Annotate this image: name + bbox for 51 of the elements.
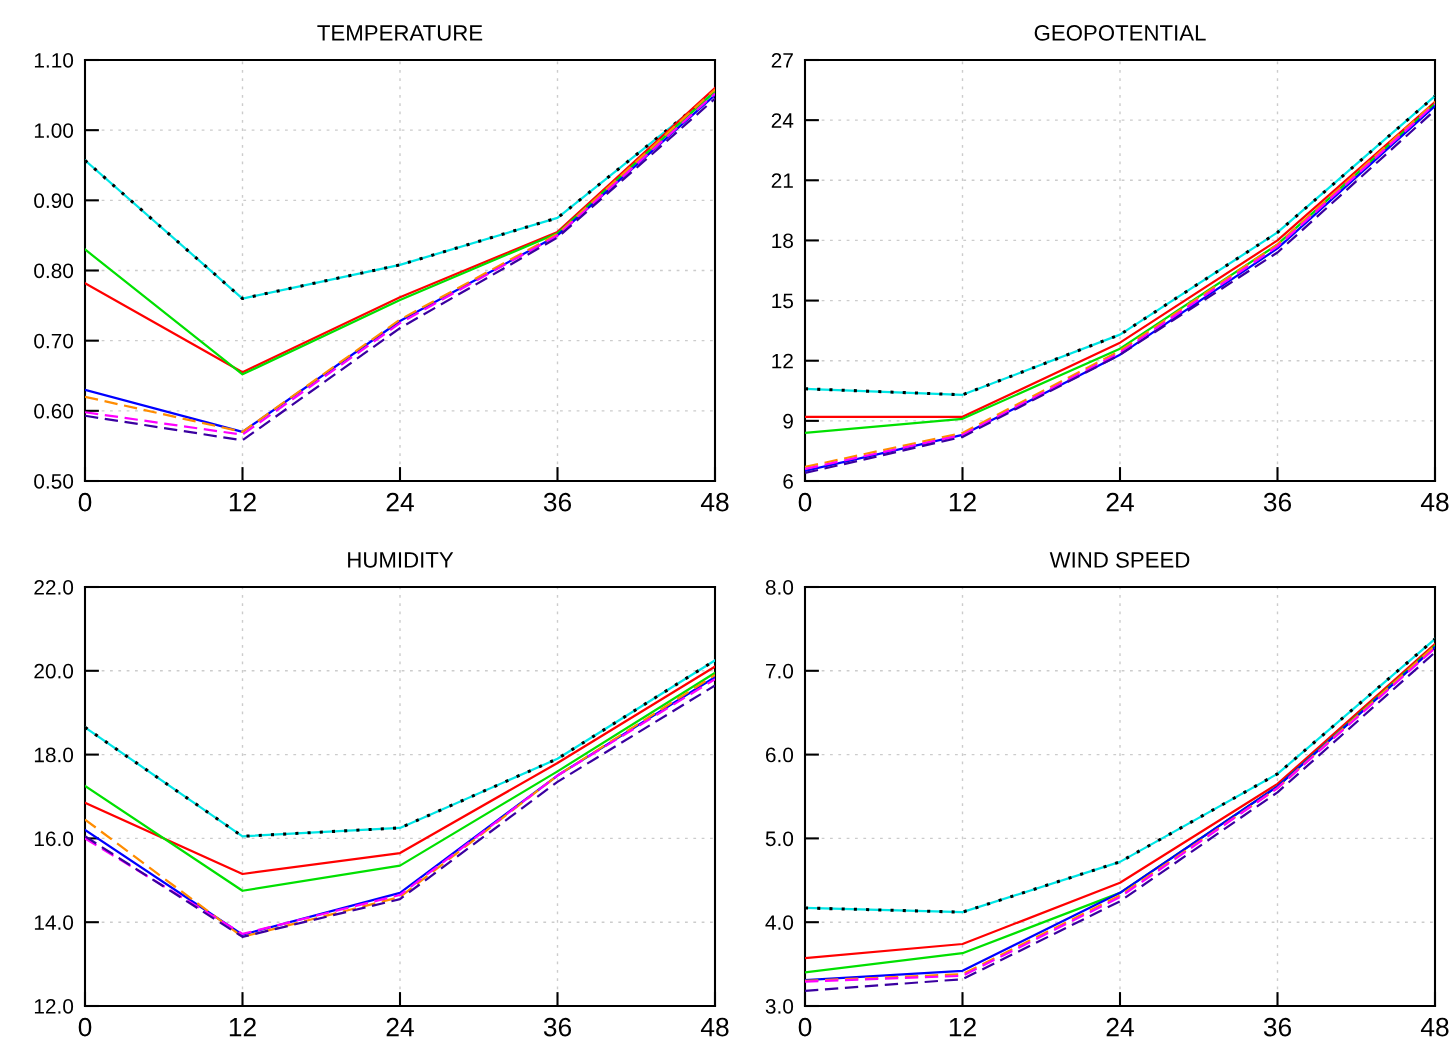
y-tick-label: 5.0 — [765, 831, 794, 847]
y-tick-label: 7.0 — [766, 663, 794, 679]
x-tick-label: 24 — [386, 492, 414, 512]
chart-title: WIND SPEED — [1049, 552, 1190, 568]
x-tick-label: 24 — [386, 1017, 414, 1037]
x-tick-label: 0 — [798, 1017, 812, 1037]
y-tick-label: 0.60 — [34, 403, 74, 419]
x-tick-label: 0 — [78, 492, 92, 512]
x-tick-label: 36 — [1263, 1017, 1292, 1037]
y-tick-label: 6 — [783, 474, 793, 489]
y-tick-label: 1.00 — [34, 123, 74, 138]
y-tick-label: 0.50 — [34, 474, 74, 489]
y-tick-label: 12 — [772, 353, 793, 369]
chart-title: TEMPERATURE — [317, 25, 483, 41]
x-tick-label: 12 — [229, 1017, 256, 1037]
y-tick-label: 14.0 — [34, 915, 74, 930]
x-tick-label: 12 — [949, 1017, 976, 1037]
x-tick-label: 48 — [1420, 492, 1449, 512]
y-tick-label: 0.90 — [34, 193, 74, 209]
y-tick-label: 20.0 — [34, 663, 74, 679]
y-tick-label: 12.0 — [34, 999, 74, 1014]
y-tick-label: 0.70 — [34, 333, 74, 349]
x-tick-label: 36 — [543, 1017, 572, 1037]
y-tick-label: 15 — [772, 293, 794, 309]
x-tick-label: 12 — [949, 492, 976, 512]
x-tick-label: 48 — [700, 1017, 729, 1037]
y-tick-label: 6.0 — [765, 747, 794, 763]
x-tick-label: 12 — [229, 492, 256, 512]
y-tick-label: 21 — [771, 173, 793, 188]
x-tick-label: 24 — [1106, 492, 1134, 512]
y-tick-label: 3.0 — [765, 999, 794, 1014]
x-tick-label: 36 — [543, 492, 572, 512]
y-tick-label: 16.0 — [34, 831, 74, 847]
y-tick-label: 18 — [772, 233, 793, 249]
x-tick-label: 0 — [78, 1017, 92, 1037]
y-tick-label: 9 — [783, 413, 793, 429]
x-tick-label: 48 — [700, 492, 729, 512]
x-tick-label: 0 — [798, 492, 812, 512]
y-tick-label: 18.0 — [34, 747, 74, 763]
x-tick-label: 24 — [1106, 1017, 1134, 1037]
y-tick-label: 4.0 — [765, 915, 794, 930]
y-tick-label: 0.80 — [34, 263, 74, 279]
chart-title: HUMIDITY — [348, 552, 454, 568]
y-tick-label: 24 — [771, 113, 794, 128]
x-tick-label: 48 — [1420, 1017, 1449, 1037]
y-tick-label: 1.10 — [34, 53, 74, 68]
chart-title: GEOPOTENTIAL — [1034, 25, 1206, 41]
x-tick-label: 36 — [1263, 492, 1292, 512]
y-tick-label: 8.0 — [765, 580, 794, 595]
y-tick-label: 27 — [771, 53, 793, 68]
y-tick-label: 22.0 — [34, 580, 74, 595]
